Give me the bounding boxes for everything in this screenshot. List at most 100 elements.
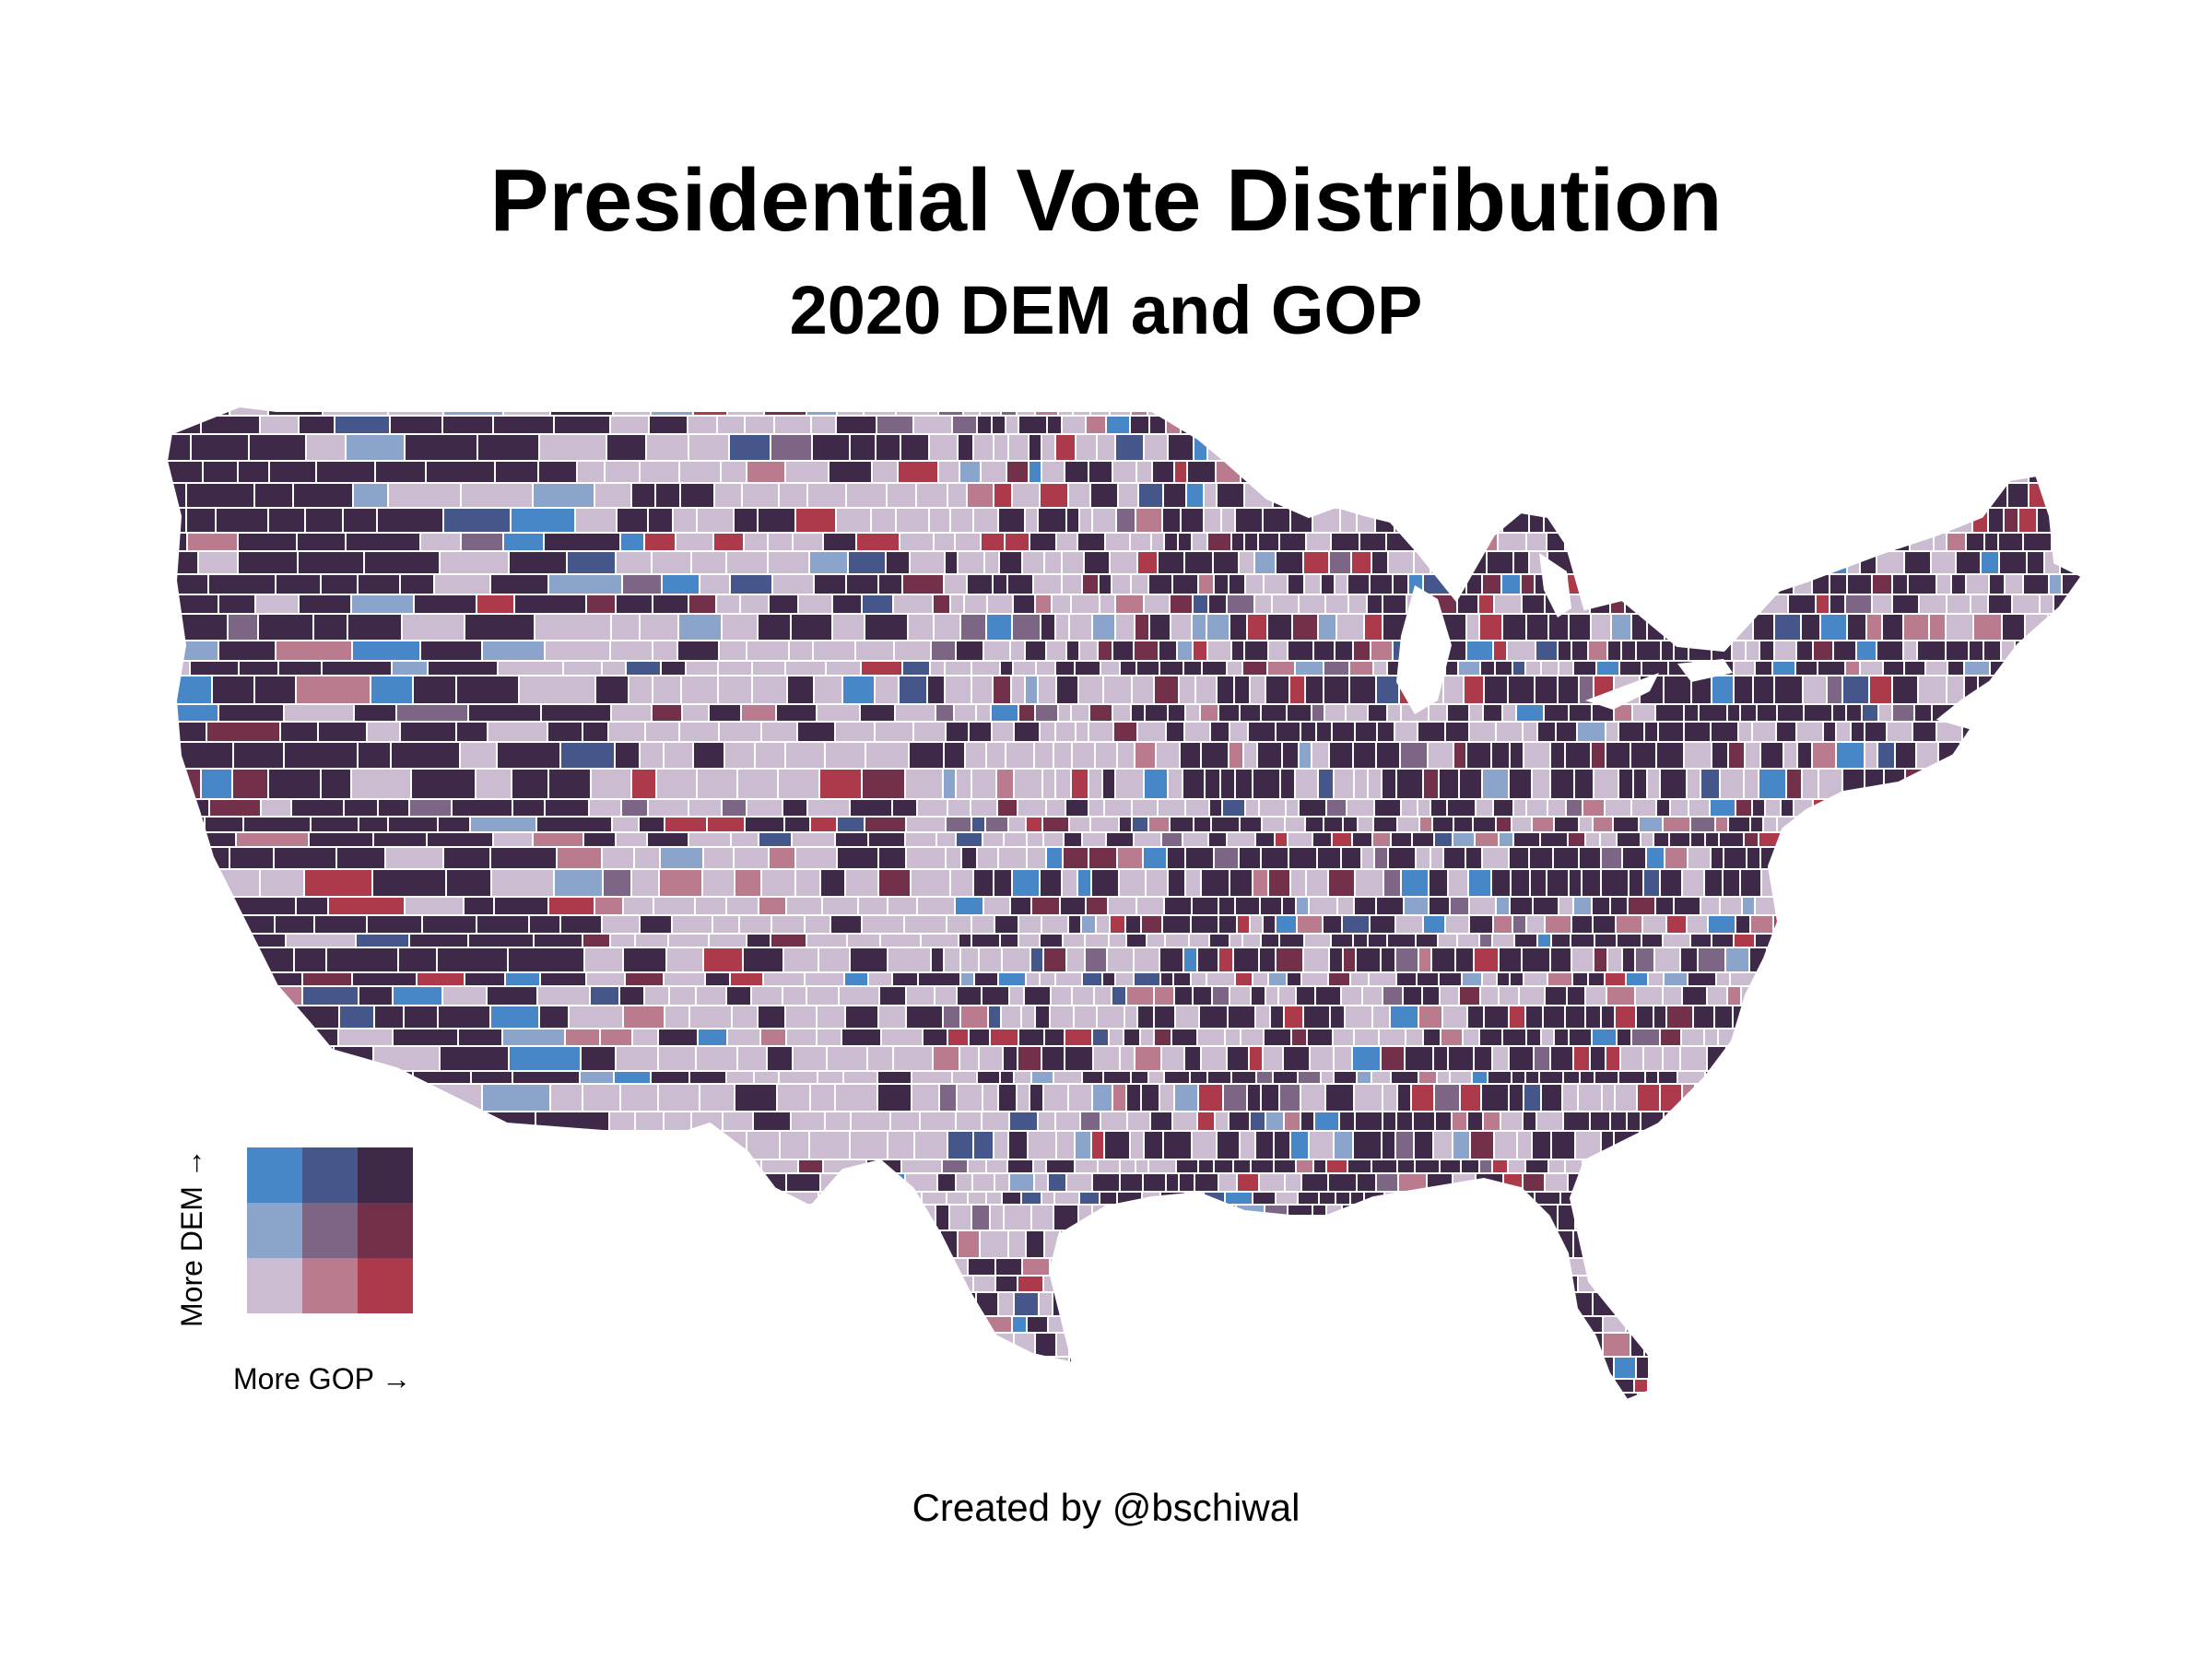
county	[594, 896, 624, 916]
county	[1512, 660, 1526, 677]
county	[1226, 594, 1255, 615]
county	[513, 594, 587, 615]
county	[1133, 831, 1162, 848]
county	[1846, 573, 1873, 595]
county	[2048, 573, 2063, 595]
county	[1000, 1005, 1022, 1030]
county	[1030, 1204, 1054, 1231]
county	[1884, 1005, 1903, 1030]
county	[1146, 1315, 1161, 1334]
county	[1207, 594, 1228, 615]
county	[1108, 1028, 1124, 1047]
county	[1735, 914, 1751, 935]
county	[1347, 1392, 1367, 1401]
county	[166, 896, 223, 916]
county	[1263, 460, 1281, 484]
county	[1902, 507, 1928, 534]
county	[834, 1083, 878, 1112]
county	[2088, 614, 2112, 641]
county	[1323, 816, 1344, 833]
county	[1978, 896, 2005, 916]
county	[739, 594, 770, 615]
county	[867, 971, 893, 987]
county	[2059, 1083, 2083, 1112]
county	[1922, 482, 1944, 509]
county	[1018, 1028, 1045, 1047]
county	[1922, 1315, 1937, 1334]
county	[746, 640, 790, 662]
county	[1964, 896, 1980, 916]
county	[610, 613, 641, 641]
county	[922, 1291, 949, 1317]
county	[1780, 798, 1794, 818]
county	[968, 1378, 982, 1394]
county	[1058, 1378, 1076, 1394]
county	[229, 1028, 266, 1047]
county	[1509, 896, 1534, 916]
county	[688, 1005, 733, 1030]
county	[166, 613, 229, 641]
county	[1172, 1257, 1194, 1277]
county	[446, 1191, 488, 1206]
county	[985, 1191, 1003, 1206]
county	[804, 971, 845, 987]
county	[1342, 415, 1369, 435]
county	[2013, 1172, 2036, 1193]
county	[1801, 550, 1822, 575]
county	[609, 640, 653, 662]
county	[2054, 660, 2070, 677]
county	[1688, 798, 1711, 818]
county	[1159, 971, 1174, 987]
county	[1417, 415, 1437, 435]
county	[973, 971, 999, 987]
county	[468, 1257, 509, 1277]
county	[971, 914, 995, 935]
county	[1100, 660, 1121, 677]
county	[1287, 640, 1314, 662]
county	[1949, 816, 1974, 833]
county	[1586, 433, 1613, 462]
county	[1161, 914, 1192, 935]
county	[1379, 433, 1400, 462]
county	[1378, 1028, 1406, 1047]
county	[1439, 1159, 1462, 1174]
county	[1160, 831, 1183, 848]
county	[293, 947, 327, 973]
county	[1394, 947, 1419, 973]
county	[1724, 947, 1750, 973]
county	[824, 1315, 860, 1334]
county	[915, 482, 948, 509]
county	[1081, 1070, 1104, 1085]
county	[771, 1230, 811, 1259]
county	[297, 550, 365, 575]
county	[1061, 573, 1083, 595]
county	[1345, 703, 1369, 723]
county	[1651, 482, 1676, 509]
county	[1441, 1204, 1459, 1231]
county	[1040, 613, 1056, 641]
county	[1647, 550, 1668, 575]
county	[1751, 721, 1777, 743]
county	[1041, 1045, 1065, 1072]
county	[1016, 1083, 1030, 1112]
county	[1414, 1159, 1441, 1174]
county	[1285, 798, 1300, 818]
county	[1719, 1191, 1745, 1206]
county	[1375, 741, 1401, 770]
county	[2034, 1332, 2051, 1358]
county	[1557, 640, 1572, 662]
county	[238, 660, 279, 677]
county	[1496, 1315, 1514, 1334]
county	[366, 721, 401, 743]
county	[1065, 640, 1080, 662]
county	[1891, 433, 1910, 462]
county	[1898, 415, 1912, 435]
county	[1229, 721, 1249, 743]
county	[1211, 1378, 1234, 1394]
county	[1911, 868, 1938, 898]
county	[717, 660, 753, 677]
county	[166, 1111, 215, 1132]
county	[1273, 433, 1293, 462]
county	[1733, 460, 1761, 484]
county	[1001, 1191, 1022, 1206]
